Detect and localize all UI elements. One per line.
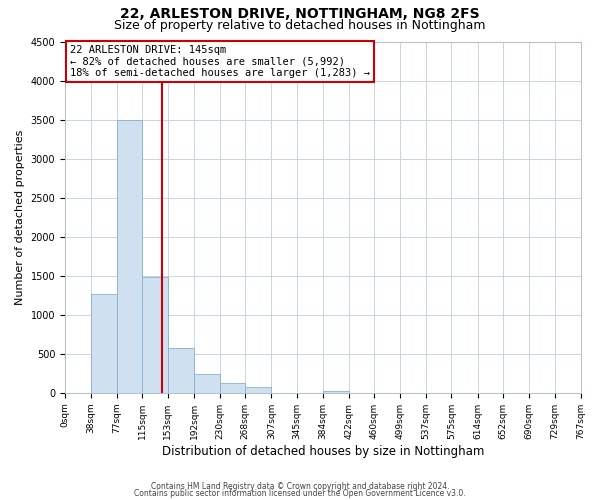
Text: 22, ARLESTON DRIVE, NOTTINGHAM, NG8 2FS: 22, ARLESTON DRIVE, NOTTINGHAM, NG8 2FS (120, 8, 480, 22)
X-axis label: Distribution of detached houses by size in Nottingham: Distribution of detached houses by size … (161, 444, 484, 458)
Bar (168, 348, 194, 393)
Text: Contains public sector information licensed under the Open Government Licence v3: Contains public sector information licen… (134, 488, 466, 498)
Bar (323, 390, 349, 393)
Text: 22 ARLESTON DRIVE: 145sqm
← 82% of detached houses are smaller (5,992)
18% of se: 22 ARLESTON DRIVE: 145sqm ← 82% of detac… (70, 45, 370, 78)
Bar (117, 120, 142, 393)
Bar (220, 382, 245, 393)
Bar (91, 294, 117, 393)
Bar (194, 374, 220, 393)
Text: Size of property relative to detached houses in Nottingham: Size of property relative to detached ho… (114, 19, 486, 32)
Y-axis label: Number of detached properties: Number of detached properties (15, 130, 25, 305)
Bar (245, 388, 271, 393)
Text: Contains HM Land Registry data © Crown copyright and database right 2024.: Contains HM Land Registry data © Crown c… (151, 482, 449, 491)
Bar (142, 278, 168, 393)
